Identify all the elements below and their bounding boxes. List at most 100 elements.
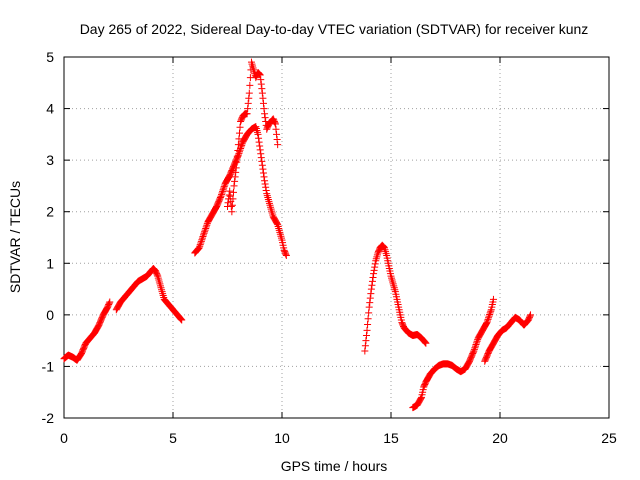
x-tick-label: 20: [492, 430, 508, 446]
x-tick-label: 10: [274, 430, 290, 446]
data-point: [218, 189, 226, 197]
data-point: [257, 80, 265, 88]
data-point: [362, 337, 370, 345]
data-point: [201, 228, 209, 236]
data-point: [229, 188, 237, 196]
data-point: [236, 123, 244, 131]
x-axis-ticks: 0 5 10 15 20 25: [60, 57, 617, 446]
data-point: [391, 286, 399, 294]
data-point: [371, 260, 379, 268]
data-point: [255, 134, 263, 142]
data-point: [275, 226, 283, 234]
data-point: [155, 276, 163, 284]
data-point: [232, 168, 240, 176]
y-axis-label: SDTVAR / TECUs: [7, 181, 23, 293]
data-point: [260, 105, 268, 113]
y-tick-label: 1: [46, 255, 54, 271]
data-point: [106, 298, 114, 306]
grid-lines: [64, 57, 609, 418]
data-point: [470, 347, 478, 355]
x-tick-label: 5: [169, 430, 177, 446]
data-point: [256, 71, 264, 79]
data-point: [366, 294, 374, 302]
data-point: [390, 282, 398, 290]
data-point: [263, 192, 271, 200]
data-point: [487, 307, 495, 315]
data-point: [228, 201, 236, 209]
data-point: [235, 149, 243, 157]
data-point: [273, 136, 281, 144]
x-axis-label: GPS time / hours: [281, 458, 388, 474]
data-point: [202, 224, 210, 232]
data-point: [526, 312, 534, 320]
data-point: [178, 316, 186, 324]
data-point: [196, 242, 204, 250]
data-point: [273, 220, 281, 228]
data-point: [388, 274, 396, 282]
data-point: [273, 130, 281, 138]
data-point: [364, 315, 372, 323]
y-tick-label: 0: [46, 307, 54, 323]
data-point: [361, 347, 369, 355]
data-point: [473, 339, 481, 347]
data-point: [368, 277, 376, 285]
data-point: [245, 94, 253, 102]
data-point: [483, 319, 491, 327]
data-point: [421, 338, 429, 346]
data-point: [264, 195, 272, 203]
data-point: [282, 250, 290, 258]
data-point: [470, 345, 478, 353]
data-point: [246, 81, 254, 89]
y-tick-label: 2: [46, 204, 54, 220]
data-point: [155, 278, 163, 286]
data-point: [372, 257, 380, 265]
data-point: [153, 271, 161, 279]
data-point: [259, 99, 267, 107]
data-point: [257, 150, 265, 158]
data-point: [483, 317, 491, 325]
data-point: [365, 303, 373, 311]
data-point: [485, 314, 493, 322]
data-point: [244, 105, 252, 113]
data-point: [469, 348, 477, 356]
data-point: [263, 190, 271, 198]
y-tick-label: -2: [42, 410, 55, 426]
data-point: [268, 207, 276, 215]
data-point: [220, 183, 228, 191]
data-point: [276, 230, 284, 238]
data-point: [255, 138, 263, 146]
data-point: [76, 351, 84, 359]
data-point: [261, 180, 269, 188]
data-point: [267, 203, 275, 211]
data-point: [227, 203, 235, 211]
data-point: [255, 70, 263, 78]
data-point: [198, 236, 206, 244]
data-point: [363, 326, 371, 334]
data-point: [234, 146, 242, 154]
data-point: [365, 309, 373, 317]
data-point: [200, 231, 208, 239]
data-point: [259, 94, 267, 102]
data-point: [105, 299, 113, 307]
data-point: [254, 130, 262, 138]
data-point: [225, 191, 233, 199]
data-point: [527, 311, 535, 319]
data-point: [265, 199, 273, 207]
data-point: [197, 237, 205, 245]
data-point: [260, 173, 268, 181]
x-tick-label: 25: [601, 430, 617, 446]
data-point: [256, 70, 264, 78]
data-point: [194, 245, 202, 253]
data-point: [486, 311, 494, 319]
data-point: [235, 148, 243, 156]
data-point: [471, 344, 479, 352]
data-point: [272, 125, 280, 133]
data-point: [228, 208, 236, 216]
data-point: [421, 339, 429, 347]
data-point: [199, 233, 207, 241]
data-point: [366, 299, 374, 307]
data-point: [417, 394, 425, 402]
data-point: [261, 110, 269, 118]
data-point: [282, 252, 290, 260]
data-point: [489, 295, 497, 303]
